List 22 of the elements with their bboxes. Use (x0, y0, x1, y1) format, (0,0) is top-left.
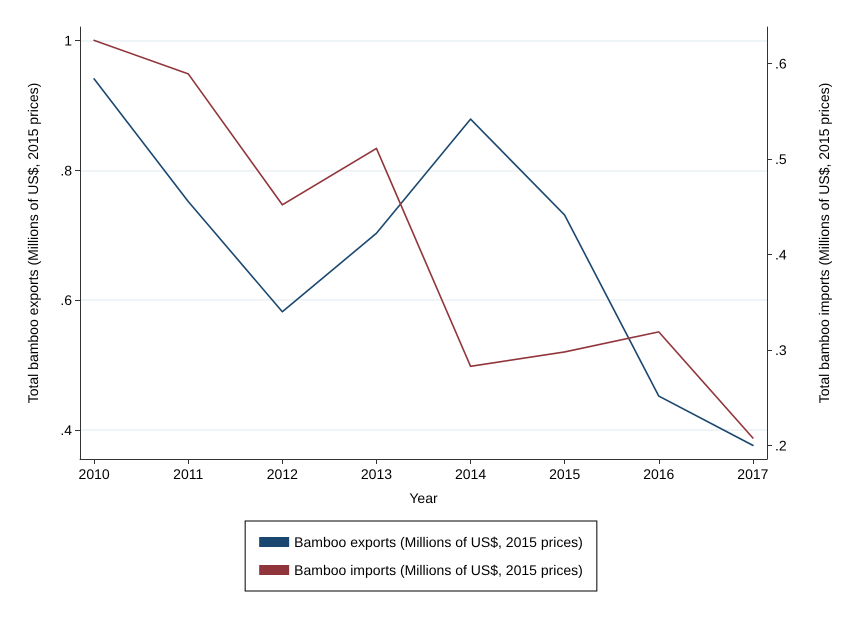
x-tick-label: 2015 (549, 466, 580, 482)
y-tick-label: 1 (64, 32, 72, 49)
y-tick-label: .6 (60, 292, 72, 308)
y2-tick-label: .3 (775, 342, 787, 358)
y2-axis-title: Total bamboo imports (Millions of US$, 2015 prices) (816, 82, 832, 404)
y-axis-title: Total bamboo exports (Millions of US$, 2015 prices) (25, 82, 41, 404)
y-tick-label: .8 (60, 162, 72, 178)
x-tick-label: 2013 (360, 466, 392, 482)
x-tick-label: 2017 (737, 466, 769, 482)
y2-tick-label: .6 (775, 55, 787, 72)
x-tick-label: 2011 (173, 466, 204, 482)
x-axis-title: Year (409, 490, 438, 506)
x-tick-label: 2014 (454, 466, 486, 482)
x-tick-label: 2012 (266, 466, 298, 482)
x-tick-label: 2016 (643, 466, 675, 482)
legend-label: Bamboo exports (Millions of US$, 2015 prices) (294, 534, 583, 550)
y2-tick-label: .2 (775, 438, 787, 454)
y-tick-label: .4 (60, 422, 72, 438)
y2-tick-label: .5 (775, 150, 787, 167)
x-tick-label: 2010 (78, 466, 110, 482)
legend-label: Bamboo imports (Millions of US$, 2015 prices) (294, 562, 583, 578)
y2-tick-label: .4 (775, 246, 787, 262)
